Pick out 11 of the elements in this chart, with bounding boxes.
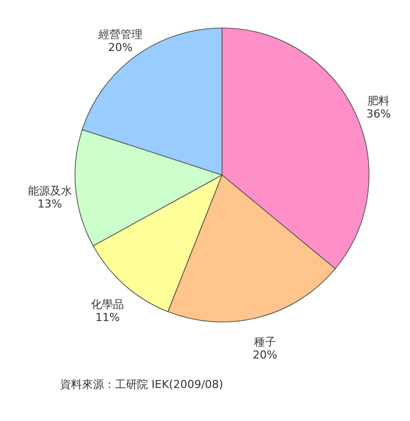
slice-label: 能源及水 xyxy=(28,184,72,198)
data-label: 20% xyxy=(252,348,278,362)
slice-label: 肥料 xyxy=(368,94,390,108)
data-label: 36% xyxy=(366,107,391,120)
data-label: 11% xyxy=(95,310,120,324)
data-label: 20% xyxy=(108,41,133,54)
slice-label: 經營管理 xyxy=(97,28,142,42)
slice-label: 種子 xyxy=(254,336,276,349)
slice-label: 化學品 xyxy=(91,298,124,311)
data-label: 13% xyxy=(38,197,62,210)
source-note: 資料來源：工研院 IEK(2009/08) xyxy=(60,378,224,391)
